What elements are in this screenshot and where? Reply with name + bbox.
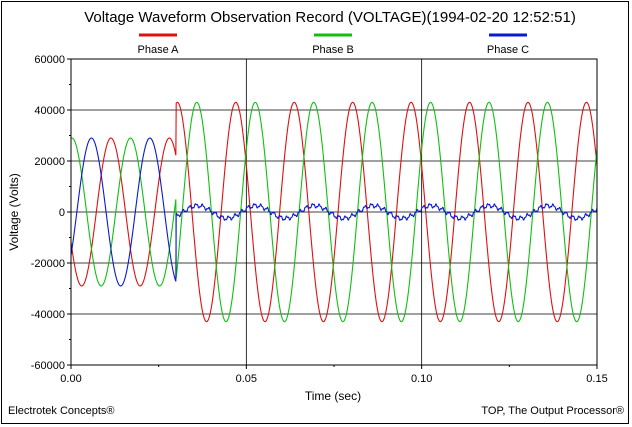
x-tick-label: 0.00: [60, 373, 81, 385]
legend: Phase A Phase B Phase C: [138, 33, 529, 56]
series-line-phase-a: [70, 101, 598, 323]
series-line-phase-b: [70, 101, 598, 323]
legend-label: Phase C: [487, 44, 529, 56]
y-tick-label: -40000: [31, 309, 65, 321]
y-tick-label: -20000: [31, 258, 65, 270]
x-axis-label: Time (sec): [305, 389, 361, 403]
series-line-phase-c: [70, 137, 598, 287]
x-tick-label: 0.05: [236, 373, 257, 385]
series-lines: [70, 101, 598, 323]
y-tick-label: 60000: [34, 54, 65, 66]
grid-lines: [71, 59, 597, 365]
x-tick-label: 0.15: [586, 373, 607, 385]
legend-label: Phase A: [138, 44, 180, 56]
y-axis-label: Voltage (Volts): [7, 173, 21, 250]
y-tick-label: 40000: [34, 105, 65, 117]
y-tick-label: 0: [59, 207, 65, 219]
legend-label: Phase B: [312, 44, 354, 56]
y-tick-label: -60000: [31, 360, 65, 372]
y-tick-label: 20000: [34, 156, 65, 168]
chart-title: Voltage Waveform Observation Record (VOL…: [84, 9, 576, 26]
footer-right: TOP, The Output Processor®: [481, 405, 624, 417]
footer-left: Electrotek Concepts®: [8, 405, 115, 417]
x-tick-label: 0.10: [411, 373, 432, 385]
axis-ticks: -60000 -40000 -20000 0 20000 40000 60000 0.00 0.…: [31, 54, 608, 385]
